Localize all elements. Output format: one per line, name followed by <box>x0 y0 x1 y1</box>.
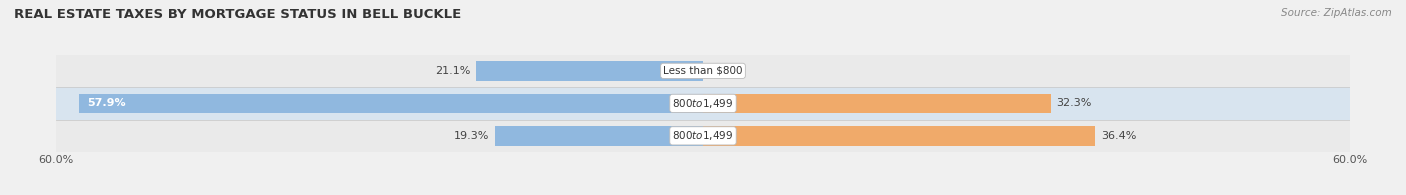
Bar <box>703 126 1095 146</box>
Text: 32.3%: 32.3% <box>1056 98 1092 108</box>
Bar <box>56 120 1350 152</box>
Bar <box>56 55 1350 87</box>
Text: $800 to $1,499: $800 to $1,499 <box>672 97 734 110</box>
Text: Source: ZipAtlas.com: Source: ZipAtlas.com <box>1281 8 1392 18</box>
Text: Less than $800: Less than $800 <box>664 66 742 76</box>
Text: $800 to $1,499: $800 to $1,499 <box>672 129 734 142</box>
Text: 36.4%: 36.4% <box>1101 131 1136 141</box>
Bar <box>475 61 703 81</box>
Text: REAL ESTATE TAXES BY MORTGAGE STATUS IN BELL BUCKLE: REAL ESTATE TAXES BY MORTGAGE STATUS IN … <box>14 8 461 21</box>
Text: 57.9%: 57.9% <box>87 98 127 108</box>
Bar <box>56 87 1350 120</box>
Bar <box>79 94 703 113</box>
Bar <box>703 94 1052 113</box>
Text: 0.0%: 0.0% <box>711 66 740 76</box>
Text: 19.3%: 19.3% <box>454 131 489 141</box>
Bar <box>495 126 703 146</box>
Text: 21.1%: 21.1% <box>434 66 470 76</box>
